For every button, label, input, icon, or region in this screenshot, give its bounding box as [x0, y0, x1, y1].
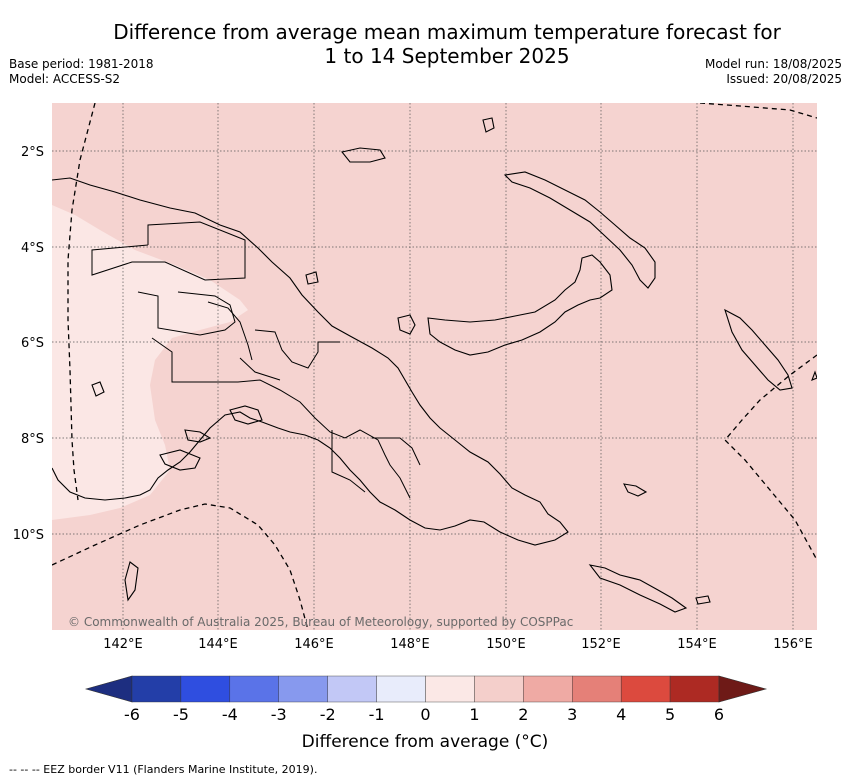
colorbar-segment [278, 675, 328, 703]
model-name: Model: ACCESS-S2 [9, 72, 121, 86]
colorbar-under-triangle [84, 675, 133, 703]
lon-label: 152°E [581, 637, 621, 652]
coastline-new-ireland [503, 171, 656, 289]
lat-label: 8°S [21, 432, 44, 447]
lon-label: 144°E [198, 637, 238, 652]
colorbar-over-triangle [718, 675, 768, 703]
colorbar-tick-label: 1 [469, 705, 479, 724]
colorbar-segment [425, 675, 475, 703]
lat-label: 10°S [13, 528, 44, 543]
lon-label: 146°E [294, 637, 334, 652]
colorbar-tick-label: -1 [369, 705, 385, 724]
coastlines [52, 117, 817, 613]
colorbar-tick-label: -6 [124, 705, 140, 724]
eez-borders [52, 103, 817, 630]
colorbar-tick-label: 3 [567, 705, 577, 724]
lon-label: 142°E [103, 637, 143, 652]
coastline-manus [341, 147, 386, 163]
coastline-islands-east [588, 564, 688, 613]
colorbar-tick-label: 4 [616, 705, 626, 724]
coastline-new-guinea [52, 177, 569, 546]
colorbar-segment [669, 675, 720, 703]
colorbar-tick-label: 6 [714, 705, 724, 724]
map-title-line2: 1 to 14 September 2025 [324, 44, 570, 68]
colorbar-segment [376, 675, 426, 703]
colorbar-tick-label: -5 [173, 705, 189, 724]
colorbar-tick-label: -4 [222, 705, 238, 724]
graticule [52, 103, 817, 630]
colorbar-segment [180, 675, 231, 703]
colorbar-segment [474, 675, 524, 703]
colorbar-tick-label: -2 [320, 705, 336, 724]
province-borders [91, 221, 421, 499]
colorbar-segment [131, 675, 182, 703]
colorbar-tick-label: -3 [271, 705, 287, 724]
map-area: © Commonwealth of Australia 2025, Bureau… [52, 103, 817, 630]
eez-footnote: -- -- -- EEZ border V11 (Flanders Marine… [9, 763, 318, 776]
lat-label: 6°S [21, 336, 44, 351]
base-period: Base period: 1981-2018 [9, 57, 154, 71]
meta-right: Model run: 18/08/2025 Issued: 20/08/2025 [705, 57, 842, 87]
copyright-notice: © Commonwealth of Australia 2025, Bureau… [68, 615, 573, 629]
anomaly-fill-background [52, 103, 817, 630]
colorbar: -6 -5 -4 -3 -2 -1 0 1 2 3 4 5 6 [84, 675, 768, 724]
colorbar-tick-label: 0 [420, 705, 430, 724]
lon-label: 154°E [677, 637, 717, 652]
issued-date: Issued: 20/08/2025 [726, 72, 842, 86]
colorbar-segment [620, 675, 671, 703]
colorbar-label: Difference from average (°C) [301, 732, 549, 752]
colorbar-segment [572, 675, 622, 703]
map-title-line1: Difference from average mean maximum tem… [113, 20, 781, 44]
longitude-labels: 142°E 144°E 146°E 148°E 150°E 152°E 154°… [103, 637, 813, 652]
colorbar-segment [327, 675, 377, 703]
lon-label: 150°E [486, 637, 526, 652]
lon-label: 148°E [390, 637, 430, 652]
lat-label: 4°S [21, 241, 44, 256]
colorbar-segment [523, 675, 573, 703]
coastline-bougainville [724, 308, 793, 391]
colorbar-tick-label: 2 [518, 705, 528, 724]
colorbar-tick-label: 5 [665, 705, 675, 724]
meta-left: Base period: 1981-2018 Model: ACCESS-S2 [9, 57, 154, 87]
lon-label: 156°E [773, 637, 813, 652]
model-run: Model run: 18/08/2025 [704, 57, 842, 71]
anomaly-fill-light [52, 205, 248, 520]
coastline-new-britain [427, 254, 613, 356]
colorbar-segment [229, 675, 279, 703]
latitude-labels: 2°S 4°S 6°S 8°S 10°S [13, 145, 44, 543]
lat-label: 2°S [21, 145, 44, 160]
